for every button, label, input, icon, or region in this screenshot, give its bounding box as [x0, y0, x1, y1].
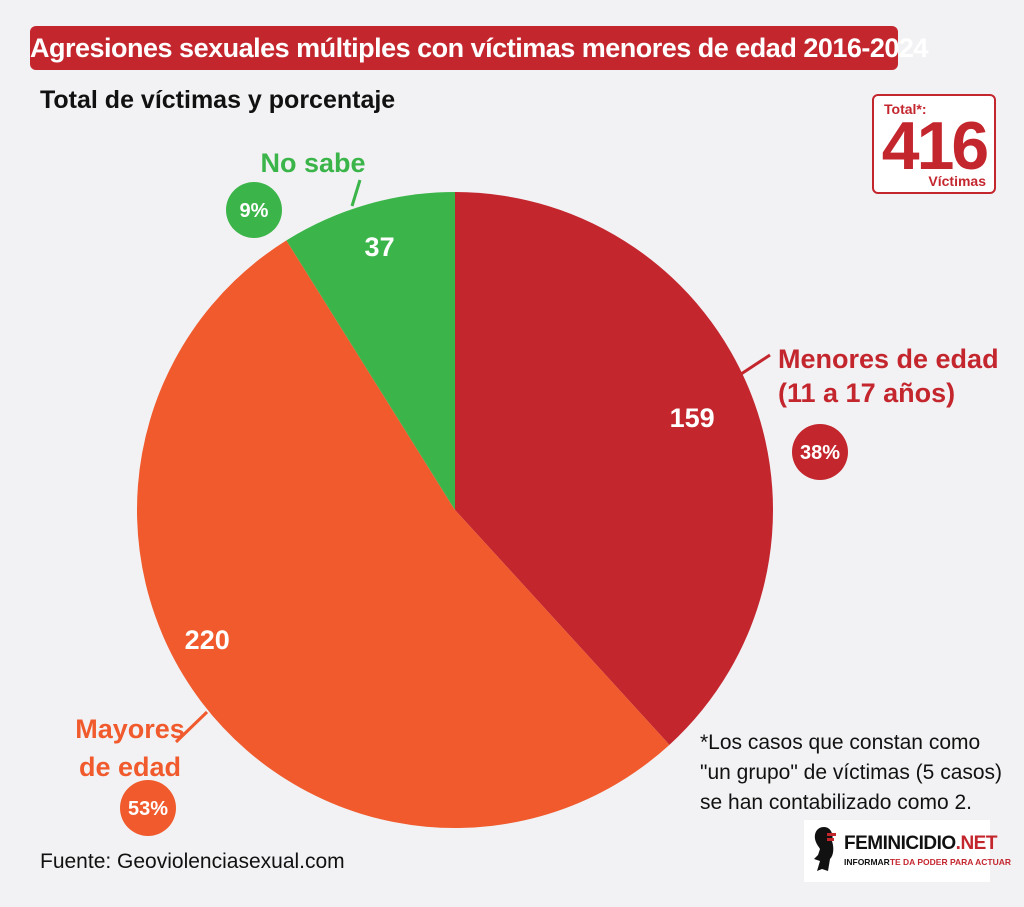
slice-category-label: (11 a 17 años) — [778, 378, 955, 408]
chart-subtitle: Total de víctimas y porcentaje — [40, 86, 396, 114]
chart-title: Agresiones sexuales múltiples con víctim… — [30, 26, 928, 70]
slice-percent-badge — [226, 182, 282, 238]
slice-category-label: Mayores — [75, 714, 185, 744]
logo-name-part2: .NET — [955, 833, 998, 854]
pie-slice — [286, 192, 455, 510]
slice-percent-label: 38% — [800, 442, 840, 464]
slice-percent-badge — [120, 780, 176, 836]
footnote: *Los casos que constan como "un grupo" d… — [700, 728, 1002, 818]
logo-tagline-part1: INFORMAR — [844, 857, 890, 867]
slice-percent-label: 53% — [128, 798, 168, 820]
footnote-line: *Los casos que constan como — [700, 731, 981, 754]
total-unit: Víctimas — [928, 173, 986, 189]
slice-value-label: 159 — [670, 403, 715, 433]
slice-percent-label: 9% — [240, 200, 269, 222]
slice-leader-line — [350, 179, 362, 207]
feminicidio-logo: FEMINICIDIO.NET INFORMARTE DA PODER PARA… — [804, 820, 1011, 882]
logo-wordmark: FEMINICIDIO.NET — [844, 833, 997, 855]
slice-value-label: 220 — [185, 625, 230, 655]
total-value: 416 — [881, 108, 989, 184]
pie-slice — [136, 240, 670, 829]
logo-tagline: INFORMARTE DA PODER PARA ACTUAR — [844, 857, 1011, 867]
slice-leader-line — [734, 353, 771, 380]
logo-name-part1: FEMINICIDIO — [844, 833, 956, 854]
footnote-line: se han contabilizado como 2. — [700, 791, 973, 814]
slice-percent-badge — [792, 424, 848, 480]
slice-leader-line — [174, 710, 209, 744]
woman-silhouette-icon — [814, 827, 836, 871]
slice-category-label: de edad — [79, 752, 181, 782]
pie-slice — [455, 192, 773, 745]
footnote-line: "un grupo" de víctimas (5 casos) — [700, 761, 1003, 784]
total-label: Total*: — [884, 101, 927, 117]
slice-value-label: 37 — [365, 232, 395, 262]
slice-category-label: No sabe — [260, 148, 365, 178]
source-credit: Fuente: Geoviolenciasexual.com — [40, 850, 345, 873]
slice-category-label: Menores de edad — [778, 344, 999, 374]
logo-tagline-part2: TE DA PODER PARA ACTUAR — [889, 857, 1012, 867]
total-box: Total*: 416 Víctimas — [872, 94, 996, 194]
